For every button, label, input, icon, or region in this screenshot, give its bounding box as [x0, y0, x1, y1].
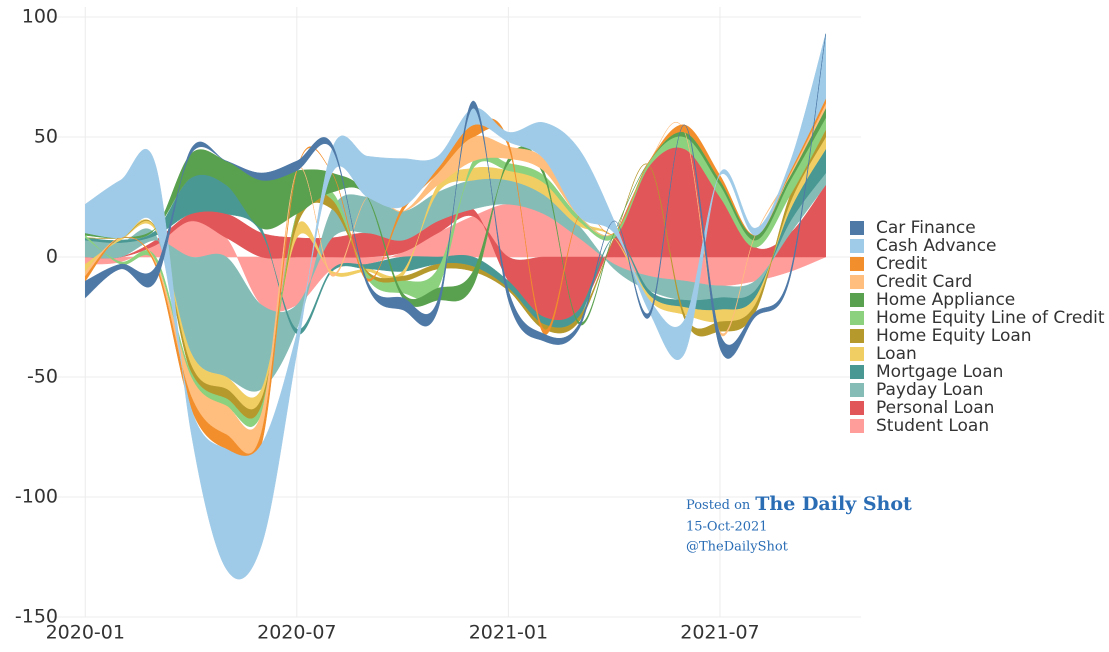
legend-swatch: [850, 239, 864, 253]
legend-label: Credit Card: [876, 272, 972, 292]
legend-label: Personal Loan: [876, 398, 994, 418]
y-tick-label: -50: [27, 366, 58, 388]
x-tick-label: 2021-01: [469, 622, 548, 644]
y-tick-label: 0: [46, 246, 58, 268]
legend-label: Student Loan: [876, 416, 989, 436]
area: [85, 33, 826, 580]
legend-label: Credit: [876, 254, 927, 274]
legend-label: Home Appliance: [876, 290, 1015, 310]
legend-swatch: [850, 311, 864, 325]
watermark-prefix: Posted on: [686, 498, 751, 513]
legend-swatch: [850, 257, 864, 271]
legend-swatch: [850, 347, 864, 361]
legend-label: Cash Advance: [876, 236, 997, 256]
watermark-date: 15-Oct-2021: [686, 520, 768, 535]
y-tick-label: -100: [15, 486, 58, 508]
legend-swatch: [850, 329, 864, 343]
legend-swatch: [850, 365, 864, 379]
x-tick-label: 2020-01: [46, 622, 125, 644]
y-tick-label: 100: [22, 6, 58, 28]
tick-labels: -150 -100 -50 0 50 100 2020-01 2020-07 2021-01 20…: [15, 6, 760, 644]
areas: [85, 33, 826, 580]
watermark-brand: The Daily Shot: [755, 493, 912, 515]
watermark-handle: @TheDailyShot: [686, 540, 789, 555]
legend-swatch: [850, 401, 864, 415]
y-tick-label: -150: [15, 606, 58, 628]
area: [85, 33, 826, 359]
legend-swatch: [850, 275, 864, 289]
legend-swatch: [850, 293, 864, 307]
x-tick-label: 2021-07: [680, 622, 759, 644]
y-tick-label: 50: [34, 126, 58, 148]
legend-swatch: [850, 221, 864, 235]
watermark: Posted on The Daily Shot: [686, 493, 912, 515]
legend-label: Home Equity Loan: [876, 326, 1032, 346]
legend-label: Loan: [876, 344, 917, 364]
legend-label: Payday Loan: [876, 380, 983, 400]
legend-label: Home Equity Line of Credit: [876, 308, 1105, 328]
x-tick-label: 2020-07: [257, 622, 336, 644]
legend-label: Car Finance: [876, 218, 976, 238]
legend-swatch: [850, 419, 864, 433]
legend-swatch: [850, 383, 864, 397]
legend-label: Mortgage Loan: [876, 362, 1003, 382]
